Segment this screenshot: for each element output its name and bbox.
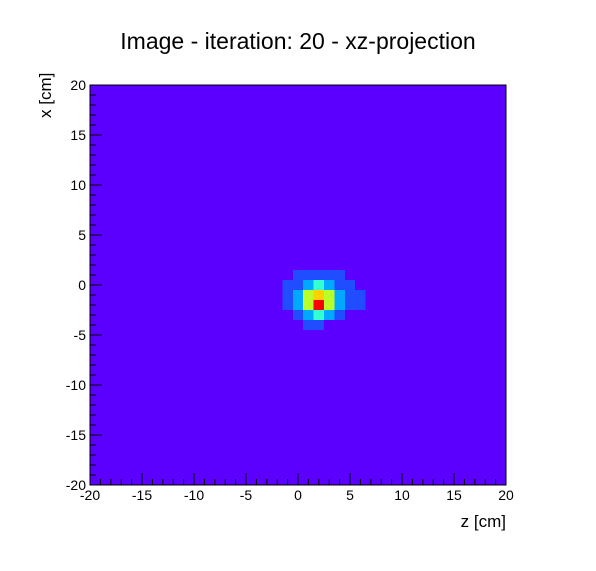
heatmap-cell [324,300,335,310]
heatmap-cell [292,310,304,320]
y-tick-label: 5 [78,227,86,243]
heatmap-cell [303,290,314,300]
chart-title: Image - iteration: 20 - xz-projection [120,28,476,54]
heatmap-cell [344,280,356,290]
heatmap-cell [282,280,293,290]
heatmap-cell [282,290,293,300]
x-tick-label: -15 [132,487,152,503]
heatmap-cell [313,280,324,290]
heatmap-cell [334,290,345,300]
heatmap-cell [282,300,293,310]
y-tick-label: -15 [66,427,86,443]
heatmap-cell [303,300,314,310]
heatmap-cell [355,300,366,310]
x-tick-label: -20 [80,487,100,503]
y-tick-label: 15 [70,127,86,143]
y-tick-label: -20 [66,477,86,493]
heatmap-cell [313,290,324,300]
heatmap-cell [303,280,314,290]
y-tick-label: 10 [70,177,86,193]
y-tick-label: -5 [74,327,87,343]
heatmap-cell [292,270,304,280]
heatmap-cell [324,270,335,280]
heatmap-cell [324,290,335,300]
heatmap-cell [344,300,356,310]
x-tick-label: -5 [240,487,253,503]
x-axis-label: z [cm] [460,512,506,531]
y-tick-label: 20 [70,77,86,93]
x-tick-label: 0 [294,487,302,503]
heatmap-cell [355,290,366,300]
heatmap-cell [313,300,324,310]
heatmap-cell [313,310,324,320]
x-tick-label: 10 [394,487,410,503]
heatmap-cell [292,280,304,290]
x-tick-label: 15 [446,487,462,503]
y-tick-label: -10 [66,377,86,393]
heatmap-cell [334,270,345,280]
heatmap-cell [292,290,304,300]
heatmap-cell [303,320,314,330]
heatmap-cell [324,310,335,320]
heatmap-cell [334,280,345,290]
heatmap-cell [313,320,324,330]
x-tick-label: -10 [184,487,204,503]
heatmap-cell [334,310,345,320]
heatmap-cell [303,270,314,280]
heatmap-cell [303,310,314,320]
x-tick-label: 5 [346,487,354,503]
heatmap-cell [292,300,304,310]
heatmap-cell [324,280,335,290]
heatmap-cell [344,290,356,300]
x-tick-label: 20 [498,487,514,503]
y-tick-label: 0 [78,277,86,293]
heatmap-cell [334,300,345,310]
heatmap-cell [313,270,324,280]
